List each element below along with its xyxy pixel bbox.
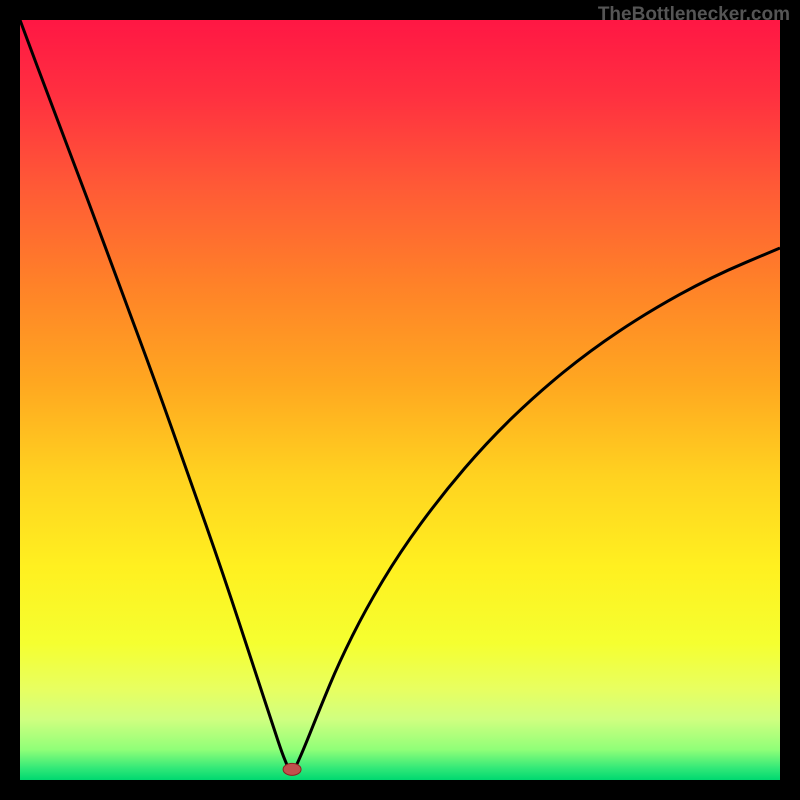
optimal-marker: [283, 763, 301, 775]
plot-background: [20, 20, 780, 780]
watermark-text: TheBottlenecker.com: [598, 4, 790, 26]
bottleneck-chart: TheBottlenecker.com: [0, 0, 800, 800]
chart-svg: [0, 0, 800, 800]
